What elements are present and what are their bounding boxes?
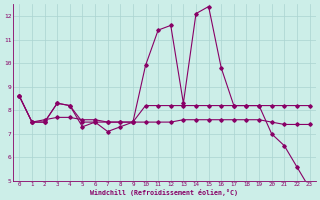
X-axis label: Windchill (Refroidissement éolien,°C): Windchill (Refroidissement éolien,°C) [91, 189, 238, 196]
